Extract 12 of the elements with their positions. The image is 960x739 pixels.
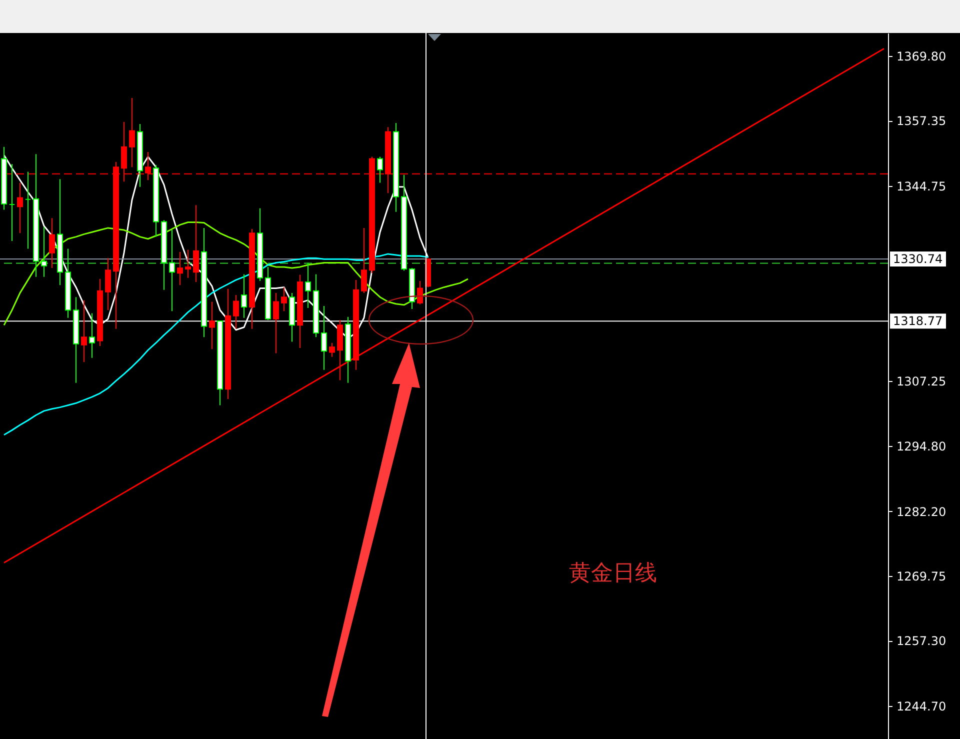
y-tick-label: 1344.75 (896, 180, 946, 194)
ref-line-label: 1318.77 (893, 314, 943, 328)
y-tick-label: 1244.70 (896, 700, 946, 714)
y-tick-label: 1357.35 (896, 114, 946, 128)
y-tick-label: 1294.80 (896, 439, 946, 454)
annotation: 黄金日线 (569, 561, 657, 586)
y-tick-label: 1257.30 (896, 634, 946, 648)
y-tick-label: 1307.25 (896, 374, 946, 389)
y-tick-label: 1369.80 (896, 49, 946, 64)
ref-line-label: 1330.74 (893, 252, 943, 266)
y-tick-label: 1269.75 (896, 570, 946, 584)
y-tick-label: 1282.20 (896, 504, 946, 519)
